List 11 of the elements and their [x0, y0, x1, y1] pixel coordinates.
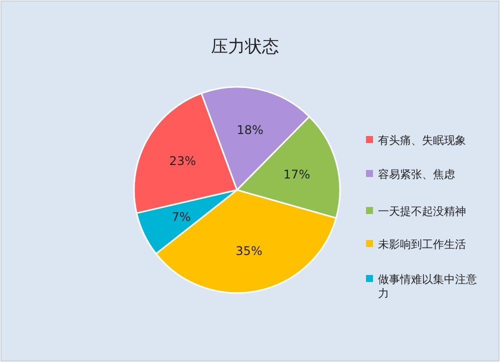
legend-label: 有头痛、失眠现象	[378, 134, 466, 147]
data-label: 7%	[172, 210, 191, 224]
legend-label: 做事情难以集中注意力	[378, 272, 477, 300]
data-label: 17%	[283, 167, 310, 182]
legend-label: 容易紧张、焦虑	[378, 168, 455, 181]
data-label: 18%	[236, 122, 264, 137]
legend-label: 一天提不起没精神	[378, 204, 466, 218]
data-label: 35%	[236, 244, 262, 258]
chart-title: 压力状态	[211, 37, 279, 57]
legend-label: 未影响到工作生活	[378, 238, 466, 251]
data-label: 23%	[169, 154, 196, 168]
